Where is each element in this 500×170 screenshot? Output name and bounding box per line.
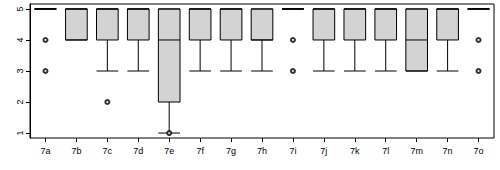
svg-text:7c: 7c <box>103 146 113 156</box>
svg-text:7g: 7g <box>226 146 236 156</box>
svg-text:7h: 7h <box>257 146 267 156</box>
svg-text:7n: 7n <box>443 146 453 156</box>
svg-text:7e: 7e <box>164 146 174 156</box>
svg-text:7m: 7m <box>410 146 423 156</box>
svg-text:7i: 7i <box>289 146 296 156</box>
svg-text:5: 5 <box>15 6 25 11</box>
svg-text:4: 4 <box>15 37 25 42</box>
svg-text:7j: 7j <box>320 146 327 156</box>
svg-text:7a: 7a <box>40 146 50 156</box>
svg-text:3: 3 <box>15 68 25 73</box>
svg-text:7d: 7d <box>133 146 143 156</box>
svg-text:7f: 7f <box>196 146 204 156</box>
svg-text:7l: 7l <box>382 146 389 156</box>
svg-text:2: 2 <box>15 100 25 105</box>
svg-text:1: 1 <box>15 131 25 136</box>
svg-text:7b: 7b <box>71 146 81 156</box>
svg-text:7o: 7o <box>474 146 484 156</box>
svg-text:7k: 7k <box>350 146 360 156</box>
